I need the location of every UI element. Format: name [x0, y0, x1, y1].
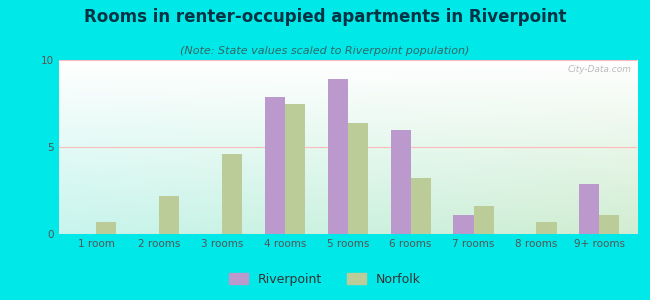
Bar: [599, 215, 619, 234]
Bar: [159, 196, 179, 234]
Text: (Note: State values scaled to Riverpoint population): (Note: State values scaled to Riverpoint…: [180, 46, 470, 56]
Bar: [391, 130, 411, 234]
Text: City-Data.com: City-Data.com: [567, 65, 631, 74]
Bar: [96, 222, 116, 234]
Legend: Riverpoint, Norfolk: Riverpoint, Norfolk: [224, 268, 426, 291]
Bar: [348, 123, 368, 234]
Bar: [536, 222, 556, 234]
Bar: [328, 79, 348, 234]
Bar: [265, 97, 285, 234]
Text: Rooms in renter-occupied apartments in Riverpoint: Rooms in renter-occupied apartments in R…: [84, 8, 566, 26]
Bar: [473, 206, 493, 234]
Bar: [285, 103, 305, 234]
Bar: [454, 215, 473, 234]
Bar: [411, 178, 431, 234]
Bar: [579, 184, 599, 234]
Bar: [222, 154, 242, 234]
